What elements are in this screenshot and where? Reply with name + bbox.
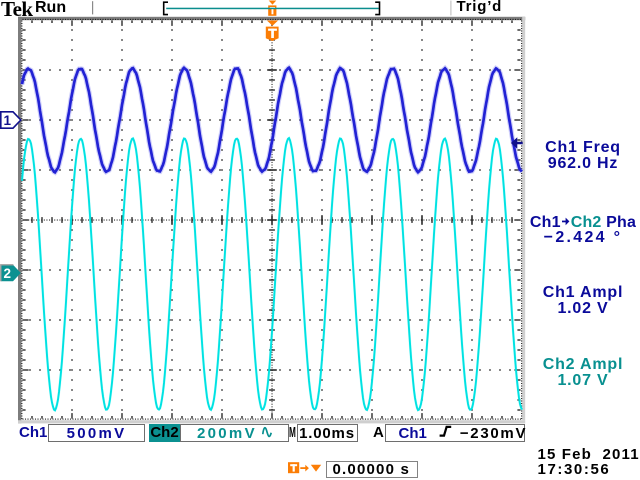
svg-text:1: 1 [3, 113, 11, 128]
svg-text:2: 2 [3, 266, 11, 281]
